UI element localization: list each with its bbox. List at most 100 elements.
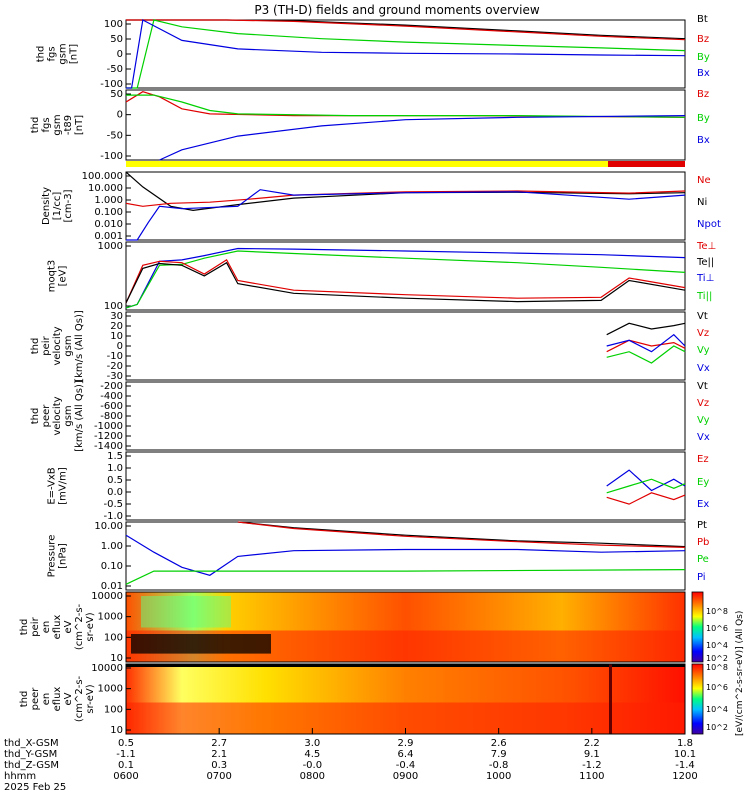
- y-tick-label: 100: [104, 301, 123, 312]
- y-axis-label: (cm^2-s-: [74, 675, 85, 722]
- legend-entry: Ne: [697, 175, 711, 186]
- y-axis-label: eflux: [52, 687, 63, 712]
- series-line: [126, 94, 686, 118]
- y-tick-label: -1.0: [103, 511, 123, 522]
- y-axis-label: peir: [30, 616, 41, 636]
- y-axis-label: peer: [30, 687, 41, 711]
- y-tick-label: 50: [110, 89, 123, 100]
- panel-e-field: 1.51.00.50.0-0.5-1.0 E=-VxB [mV/m] Ez Ey Ex: [47, 451, 710, 522]
- y-axis-label: en: [41, 621, 52, 634]
- y-tick-label: 10.000: [88, 183, 123, 194]
- y-tick-label: -800: [100, 411, 123, 422]
- y-tick-label: -0.5: [103, 499, 123, 510]
- series-line: [125, 250, 686, 309]
- y-axis-label: [mV/m]: [58, 467, 69, 505]
- series-line: [606, 339, 686, 353]
- y-axis-label: sr-eV): [85, 612, 96, 641]
- y-tick-label: 50: [110, 34, 123, 45]
- panel-frame: [125, 311, 686, 381]
- legend-entry: Vx: [697, 363, 710, 374]
- series-line: [125, 534, 686, 576]
- y-tick-label: 1000: [98, 684, 123, 695]
- panel-moments-temp: 1000 100 moqt3 [eV] Te⊥ Te|| Ti⊥ Ti||: [47, 241, 717, 312]
- y-axis-label: fgs: [47, 46, 58, 61]
- y-tick-label: 100: [104, 19, 123, 30]
- colorbar-upper: [691, 591, 704, 663]
- series-line: [125, 91, 686, 118]
- plot-title: P3 (TH-D) fields and ground moments over…: [254, 3, 539, 17]
- panel-frame: [125, 591, 686, 663]
- legend-entry: Npot: [697, 219, 721, 230]
- panel-peer-en-eflux: 10000 1000 100 10 thd peer en eflux eV (cm^2-s-sr…: [19, 663, 686, 736]
- panel-peir-en-eflux: 10000 1000 100 10 thd peir en eflux eV (cm^2-s-sr…: [19, 591, 686, 664]
- x-tick-label: 0800: [300, 771, 325, 782]
- legend-entry: Pe: [697, 554, 709, 565]
- x-tick-label: -0.0: [303, 760, 323, 771]
- legend-entry: Te||: [696, 257, 714, 268]
- y-tick-label: -200: [100, 381, 123, 392]
- x-row-label: thd_X-GSM: [4, 738, 59, 749]
- spectrogram-green-patch: [141, 596, 231, 628]
- x-tick-label: 2.2: [584, 738, 600, 749]
- y-tick-label: -20: [107, 361, 123, 372]
- y-axis-label: sr-eV): [85, 684, 96, 713]
- y-axis-label: thd: [19, 691, 30, 708]
- x-row-label: 2025 Feb 25: [4, 782, 66, 793]
- series-line: [606, 478, 686, 494]
- x-tick-label: 1200: [672, 771, 697, 782]
- x-tick-label: 1.8: [677, 738, 693, 749]
- panel-peer-velocity: -200-400-600-800-1000-1200-1400 thd peer ve…: [30, 380, 710, 452]
- x-tick-label: 0600: [113, 771, 138, 782]
- y-tick-label: 20: [110, 321, 123, 332]
- y-tick-label: 1.00: [101, 541, 123, 552]
- legend-entry: By: [697, 113, 710, 124]
- x-axis-labels: thd_X-GSM thd_Y-GSM thd_Z-GSM hhmm 2025 …: [4, 728, 698, 793]
- colorbar-tick: 10^6: [706, 683, 728, 692]
- y-axis-label: moqt3: [47, 260, 58, 293]
- y-axis-label: thd: [30, 408, 41, 425]
- legend-entry: Bx: [697, 135, 710, 146]
- y-tick-label: -1400: [94, 441, 123, 452]
- colorbar-tick: 10^6: [706, 624, 728, 633]
- y-axis-label: eflux: [52, 615, 63, 640]
- colorbar-lower: [691, 663, 704, 735]
- x-tick-label: 0.3: [211, 760, 227, 771]
- y-axis-label: [cm-3]: [63, 189, 74, 222]
- y-tick-label: 0.0: [107, 487, 123, 498]
- y-tick-label: 10: [110, 331, 123, 342]
- y-axis-label: velocity: [52, 326, 63, 365]
- legend-entry: Ni: [697, 197, 707, 208]
- y-tick-label: -30: [107, 371, 123, 382]
- y-axis-label: [km/s (All Qs)]: [74, 380, 85, 452]
- y-axis-label: thd: [19, 619, 30, 636]
- y-axis-label: Density: [41, 187, 52, 225]
- y-tick-label: 1000: [98, 612, 123, 623]
- spectrogram-gap: [131, 634, 271, 654]
- series-line: [126, 19, 686, 41]
- y-axis-label: eV: [63, 692, 74, 705]
- x-tick-label: -0.4: [396, 760, 416, 771]
- x-row-label: thd_Z-GSM: [4, 760, 59, 771]
- legend-entry: Vz: [697, 398, 709, 409]
- y-axis-label: gsm: [52, 114, 63, 135]
- y-axis-label: peer: [41, 404, 52, 428]
- panel-frame: [125, 89, 686, 161]
- y-axis-label: thd: [30, 117, 41, 134]
- legend-entry: Bx: [697, 68, 710, 79]
- series-line: [606, 322, 686, 336]
- region-bar-yellow: [126, 161, 608, 167]
- series-line: [125, 171, 686, 212]
- y-tick-label: 100: [104, 704, 123, 715]
- y-axis-label: velocity: [52, 396, 63, 435]
- y-tick-label: 0.01: [101, 581, 123, 592]
- y-axis-label: Pressure: [47, 535, 58, 578]
- y-tick-label: 0: [117, 49, 123, 60]
- x-tick-label: 10.1: [674, 749, 696, 760]
- legend-entry: Vy: [697, 415, 710, 426]
- series-line: [237, 521, 686, 548]
- y-axis-label: (cm^2-s-: [74, 603, 85, 650]
- colorbar-tick: 10^8: [706, 663, 728, 672]
